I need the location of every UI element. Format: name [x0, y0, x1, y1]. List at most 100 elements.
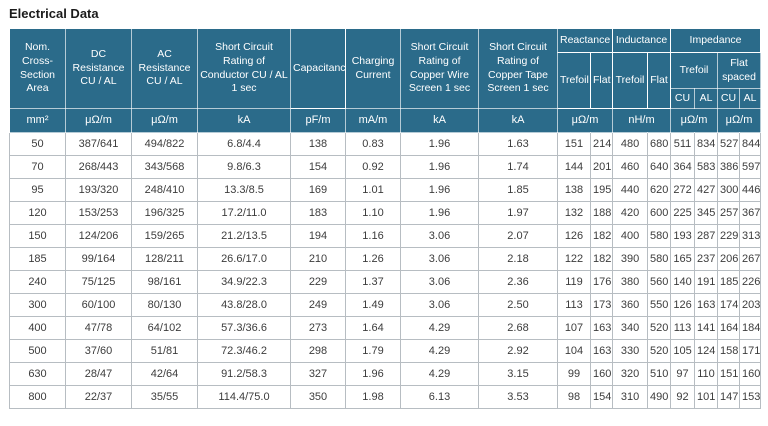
table-cell: 340 — [612, 316, 649, 340]
table-cell: 440 — [612, 178, 649, 202]
unit-inductance: nH/m — [612, 108, 672, 133]
cell-cross-section-area: 185 — [9, 247, 66, 271]
header-impedance-flat-spaced: Flat spaced — [717, 52, 762, 89]
table-cell: 160 — [739, 362, 762, 386]
table-cell: 193/320 — [65, 178, 132, 202]
table-cell: 91.2/58.3 — [197, 362, 291, 386]
electrical-data-table: Nom. Cross-Section Area DC Resistance CU… — [9, 28, 762, 409]
table-cell: 92 — [670, 385, 696, 409]
table-cell: 151 — [557, 132, 591, 156]
table-cell: 144 — [557, 155, 591, 179]
table-cell: 1.64 — [345, 316, 401, 340]
unit-dc-resistance: μΩ/m — [65, 108, 132, 133]
table-row: 300 60/100 80/130 43.8/28.0 249 1.49 3.06 2.50 1… — [9, 293, 762, 317]
table-cell: 6.8/4.4 — [197, 132, 291, 156]
table-row: 500 37/60 51/81 72.3/46.2 298 1.79 4.29 2.92 104… — [9, 339, 762, 363]
cell-cross-section-area: 70 — [9, 155, 66, 179]
table-cell: 163 — [589, 339, 614, 363]
table-row: 800 22/37 35/55 114.4/75.0 350 1.98 6.13 3.53 98… — [9, 385, 762, 409]
table-cell: 310 — [612, 385, 649, 409]
table-cell: 184 — [739, 316, 762, 340]
table-cell: 511 — [670, 132, 696, 156]
table-cell: 193 — [670, 224, 696, 248]
table-cell: 272 — [670, 178, 696, 202]
table-cell: 327 — [290, 362, 346, 386]
table-cell: 98 — [557, 385, 591, 409]
page-title: Electrical Data — [9, 6, 99, 21]
header-row-subgroups: Trefoil Flat Trefoil Flat Trefoil Flat s… — [10, 52, 762, 109]
header-sc-copper-tape-screen: Short Circuit Rating of Copper Tape Scre… — [478, 28, 558, 109]
table-cell: 386 — [717, 155, 741, 179]
header-impedance-trefoil: Trefoil — [670, 52, 719, 89]
header-inductance-flat: Flat — [647, 52, 672, 109]
table-cell: 427 — [694, 178, 719, 202]
table-cell: 75/125 — [65, 270, 132, 294]
table-cell: 119 — [557, 270, 591, 294]
table-cell: 173 — [589, 293, 614, 317]
header-impedance-flat-cu: CU — [717, 88, 741, 109]
table-cell: 201 — [589, 155, 614, 179]
table-cell: 257 — [717, 201, 741, 225]
table-cell: 400 — [612, 224, 649, 248]
table-cell: 28/47 — [65, 362, 132, 386]
table-cell: 107 — [557, 316, 591, 340]
table-cell: 138 — [290, 132, 346, 156]
table-cell: 126 — [557, 224, 591, 248]
table-cell: 560 — [647, 270, 672, 294]
header-row-groups: Nom. Cross-Section Area DC Resistance CU… — [9, 28, 762, 109]
header-nom-cross-section-area: Nom. Cross-Section Area — [9, 28, 66, 109]
table-row: 95 193/320 248/410 13.3/8.5 169 1.01 1.96 1.85 1… — [9, 178, 762, 202]
table-cell: 1.37 — [345, 270, 401, 294]
table-cell: 4.29 — [400, 339, 479, 363]
table-cell: 4.29 — [400, 316, 479, 340]
table-cell: 3.06 — [400, 270, 479, 294]
table-cell: 126 — [670, 293, 696, 317]
table-cell: 1.96 — [400, 132, 479, 156]
table-cell: 1.79 — [345, 339, 401, 363]
table-cell: 4.29 — [400, 362, 479, 386]
table-cell: 158 — [717, 339, 741, 363]
table-cell: 183 — [290, 201, 346, 225]
table-cell: 1.97 — [478, 201, 558, 225]
table-cell: 226 — [739, 270, 762, 294]
table-cell: 844 — [739, 132, 762, 156]
header-group-reactance: Reactance — [556, 28, 614, 53]
table-cell: 98/161 — [131, 270, 198, 294]
table-row: 185 99/164 128/211 26.6/17.0 210 1.26 3.06 2.18… — [9, 247, 762, 271]
table-cell: 1.96 — [345, 362, 401, 386]
table-cell: 3.06 — [400, 224, 479, 248]
unit-cross-section: mm² — [9, 108, 66, 133]
table-cell: 1.85 — [478, 178, 558, 202]
unit-charging-current: mA/m — [345, 108, 401, 133]
table-cell: 494/822 — [131, 132, 198, 156]
table-row: 50 387/641 494/822 6.8/4.4 138 0.83 1.96 1.63 15… — [9, 132, 762, 156]
table-cell: 287 — [694, 224, 719, 248]
table-cell: 267 — [739, 247, 762, 271]
table-cell: 132 — [557, 201, 591, 225]
table-cell: 64/102 — [131, 316, 198, 340]
table-cell: 2.50 — [478, 293, 558, 317]
table-cell: 159/265 — [131, 224, 198, 248]
table-cell: 147 — [717, 385, 741, 409]
table-cell: 480 — [612, 132, 649, 156]
table-cell: 446 — [739, 178, 762, 202]
unit-reactance: μΩ/m — [556, 108, 614, 133]
table-row: 240 75/125 98/161 34.9/22.3 229 1.37 3.06 2.36 1… — [9, 270, 762, 294]
table-cell: 510 — [647, 362, 672, 386]
table-cell: 1.49 — [345, 293, 401, 317]
table-row: 150 124/206 159/265 21.2/13.5 194 1.16 3.06 2.0… — [9, 224, 762, 248]
table-cell: 490 — [647, 385, 672, 409]
table-cell: 345 — [694, 201, 719, 225]
table-cell: 169 — [290, 178, 346, 202]
table-cell: 114.4/75.0 — [197, 385, 291, 409]
table-cell: 2.07 — [478, 224, 558, 248]
header-reactance-flat: Flat — [589, 52, 614, 109]
table-cell: 680 — [647, 132, 672, 156]
unit-sc-wire-screen: kA — [400, 108, 479, 133]
header-sc-rating-conductor: Short Circuit Rating of Conductor CU / A… — [197, 28, 291, 109]
table-cell: 597 — [739, 155, 762, 179]
table-cell: 140 — [670, 270, 696, 294]
header-inductance-trefoil: Trefoil — [612, 52, 649, 109]
table-cell: 364 — [670, 155, 696, 179]
header-row-cu-al: CU AL CU AL — [10, 88, 762, 109]
